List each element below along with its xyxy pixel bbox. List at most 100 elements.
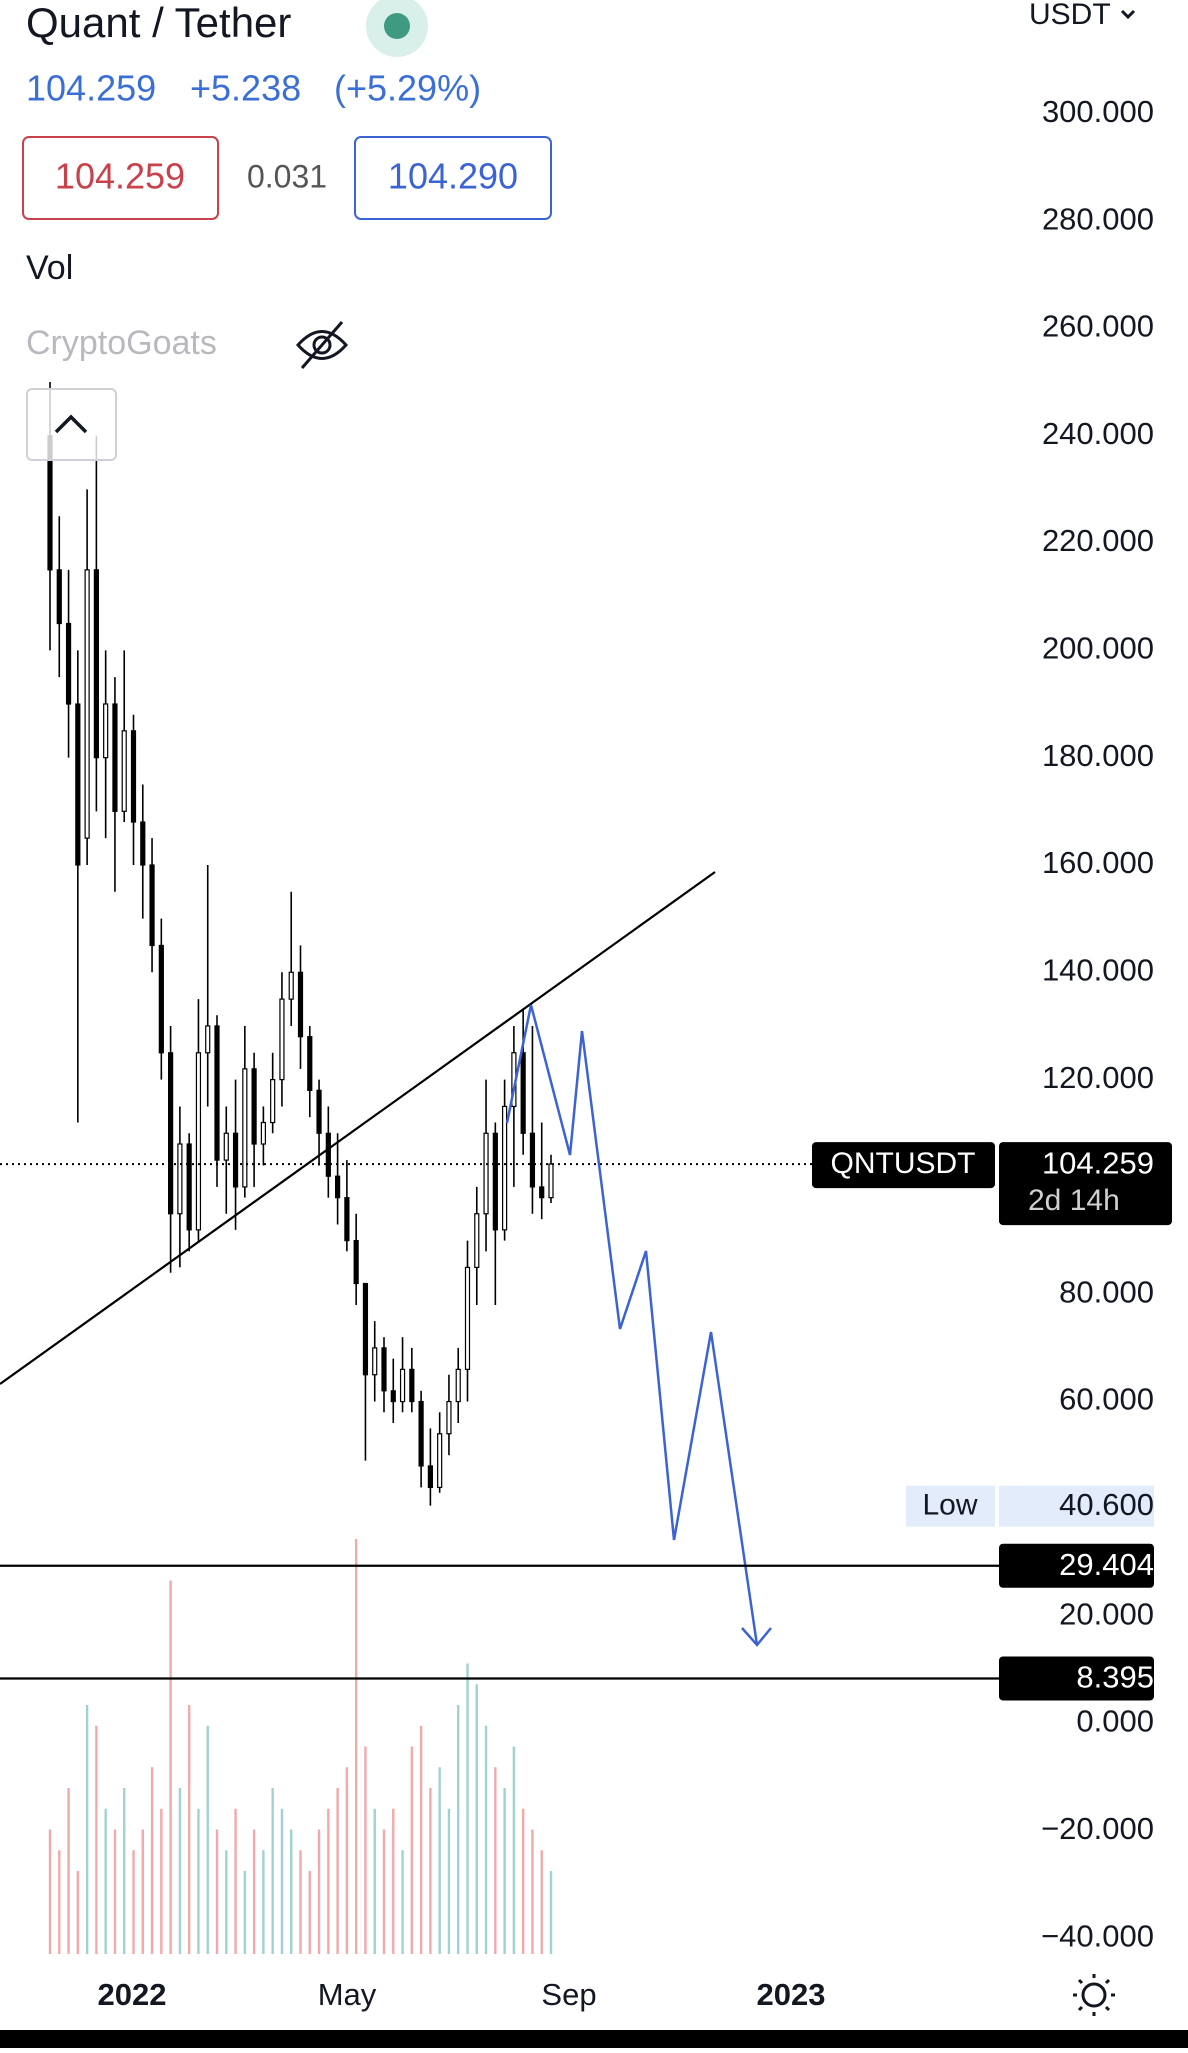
candle-body	[492, 1132, 498, 1231]
volume-bar	[187, 1705, 191, 1954]
x-tick-label: 2023	[757, 1977, 826, 2012]
volume-bar	[169, 1580, 172, 1954]
y-tick-label: 280.000	[1042, 201, 1154, 236]
change-pct: (+5.29%)	[334, 68, 481, 109]
candle-body	[390, 1390, 396, 1403]
volume-bar	[252, 1829, 256, 1954]
settings-icon[interactable]	[1073, 1974, 1115, 2016]
volume-bar	[58, 1850, 61, 1954]
x-tick-label: 2022	[98, 1977, 167, 2012]
symbol-label-box	[812, 1142, 995, 1189]
spread: 0.031	[247, 158, 327, 194]
volume-bar	[206, 1725, 209, 1954]
low-tag: Low	[922, 1489, 977, 1522]
volume-bar	[234, 1808, 237, 1954]
y-tick-label: −20.000	[1041, 1811, 1154, 1846]
volume-bar	[401, 1850, 404, 1954]
plot	[47, 382, 554, 1954]
candle-body	[186, 1143, 192, 1231]
candle-body	[214, 1025, 220, 1161]
title: Quant / Tether	[26, 0, 291, 46]
candle-body	[362, 1282, 369, 1376]
volume-bar	[271, 1788, 274, 1954]
candle-body	[381, 1347, 387, 1392]
volume-bar	[317, 1829, 321, 1954]
candle-body	[335, 1175, 341, 1199]
volume-bar	[457, 1705, 460, 1954]
sell-button[interactable]	[22, 136, 219, 220]
volume-bar	[549, 1871, 553, 1954]
candle-body	[437, 1433, 443, 1489]
candle-body	[56, 569, 62, 625]
low-tag-box	[906, 1485, 995, 1527]
volume-indicator: Vol	[26, 249, 73, 287]
candle-body	[464, 1266, 471, 1370]
candle-body	[84, 569, 90, 839]
candle-body	[270, 1079, 276, 1124]
candle-body	[65, 622, 72, 705]
candle-body	[158, 944, 164, 1054]
buy-button[interactable]	[354, 136, 552, 220]
horizontal-line-label: 8.395	[1076, 1660, 1154, 1695]
candle-body	[130, 730, 137, 823]
y-tick-label: 120.000	[1042, 1060, 1154, 1095]
volume-bar	[419, 1725, 423, 1954]
candle-body	[242, 1068, 248, 1188]
candle-body	[297, 971, 304, 1038]
candle-body	[168, 1052, 174, 1215]
volume-bar	[197, 1808, 200, 1954]
volume-bar	[132, 1850, 135, 1954]
candle-body	[149, 864, 155, 947]
volume-bar	[290, 1829, 293, 1954]
candle-body	[502, 1105, 508, 1231]
candle-body	[399, 1368, 406, 1403]
y-tick-label: 200.000	[1042, 631, 1154, 666]
script-indicator: CryptoGoats	[26, 324, 217, 362]
bottom-bar	[0, 2030, 1188, 2048]
candle-body	[446, 1400, 452, 1435]
candle-body	[121, 730, 127, 812]
countdown: 2d 14h	[1028, 1184, 1120, 1217]
ask[interactable]: 104.290	[388, 156, 518, 197]
candle-body	[520, 1052, 526, 1134]
candle-body	[177, 1143, 183, 1215]
candle-body	[316, 1089, 322, 1134]
collapse-button[interactable]	[26, 388, 117, 461]
volume-bar	[373, 1808, 376, 1954]
symbol-label: QNTUSDT	[831, 1147, 976, 1180]
candle-body	[75, 703, 81, 866]
horizontal-line-box	[999, 1656, 1154, 1701]
volume-bar	[392, 1808, 395, 1954]
volume-bar	[494, 1767, 497, 1954]
change: +5.238	[190, 68, 301, 109]
candle-body	[307, 1036, 313, 1091]
y-tick-label: 260.000	[1042, 309, 1154, 344]
candle-body	[279, 998, 285, 1081]
y-tick-label: 140.000	[1042, 952, 1154, 987]
volume-bar	[512, 1746, 516, 1954]
candle-body	[325, 1132, 331, 1177]
volume-bar	[466, 1663, 469, 1954]
candle-body	[223, 1132, 229, 1161]
volume-bar	[410, 1746, 414, 1954]
candle-body	[455, 1368, 461, 1403]
candle-body	[483, 1132, 489, 1215]
currency[interactable]: USDT	[1029, 0, 1111, 31]
volume-bar	[327, 1808, 330, 1954]
y-tick-label: 180.000	[1042, 738, 1154, 773]
candle-body	[474, 1213, 480, 1269]
hide-icon[interactable]	[295, 321, 349, 369]
y-tick-label: 240.000	[1042, 416, 1154, 451]
volume-bar	[215, 1829, 219, 1954]
currency-chevron[interactable]	[1120, 9, 1136, 20]
volume-bar	[540, 1850, 543, 1954]
volume-bar	[382, 1829, 386, 1954]
projection-arrow	[741, 1627, 772, 1647]
chevron-up[interactable]	[54, 414, 88, 434]
trend-line	[0, 871, 716, 1385]
low-price: 40.600	[1059, 1487, 1154, 1522]
bid[interactable]: 104.259	[55, 156, 185, 197]
volume-bar	[178, 1788, 182, 1954]
